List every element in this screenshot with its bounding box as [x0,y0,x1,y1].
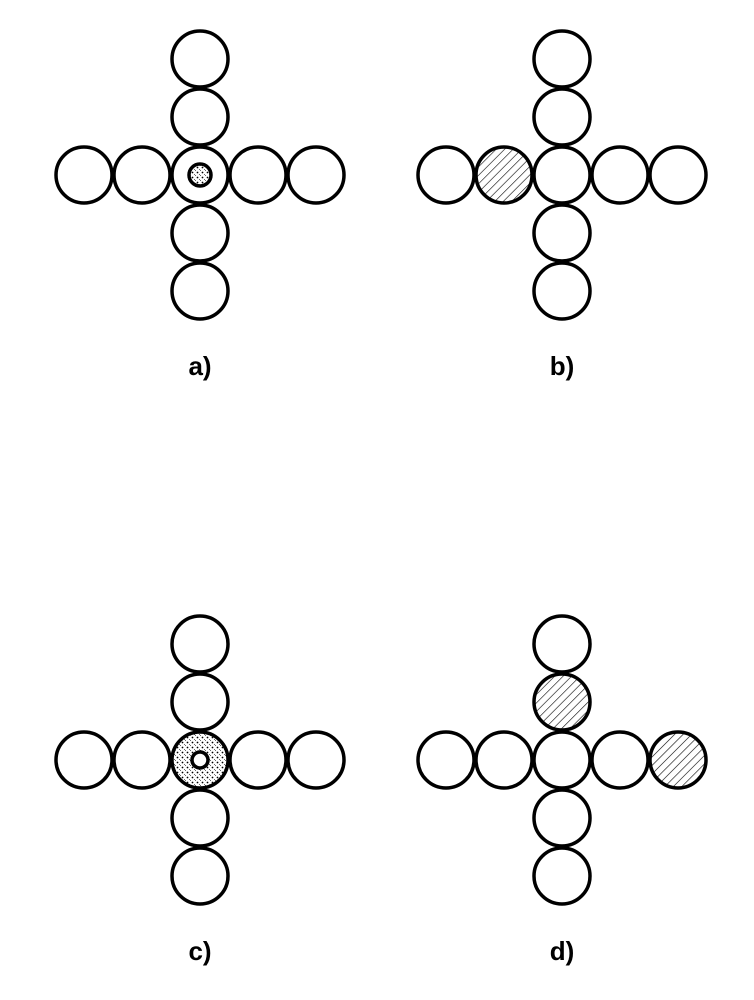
node-circle [172,790,228,846]
node-circle [288,732,344,788]
node-circle [56,732,112,788]
node-circle [172,205,228,261]
node-circle [592,732,648,788]
node-circle [172,263,228,319]
panel-label-c: c) [188,936,211,966]
node-circle [592,147,648,203]
panel-label-b: b) [550,351,575,381]
node-circle [172,89,228,145]
node-circle [230,147,286,203]
node-circle [230,732,286,788]
node-circle [189,164,211,186]
node-circle [534,790,590,846]
panel-label-d: d) [550,936,575,966]
node-circle [476,147,532,203]
node-circle [288,147,344,203]
node-circle [534,263,590,319]
node-circle [192,752,208,768]
node-circle [476,732,532,788]
node-circle [534,674,590,730]
node-circle [172,674,228,730]
node-circle [534,732,590,788]
node-circle [114,732,170,788]
node-circle [418,732,474,788]
node-circle [534,848,590,904]
node-circle [172,616,228,672]
node-circle [172,848,228,904]
panel-label-a: a) [188,351,211,381]
node-circle [534,205,590,261]
node-circle [534,89,590,145]
node-circle [114,147,170,203]
diagram-canvas: a) b) c) d) [0,0,754,1000]
node-circle [172,31,228,87]
node-circle [534,616,590,672]
node-circle [418,147,474,203]
node-circle [534,31,590,87]
node-circle [534,147,590,203]
node-circle [650,732,706,788]
node-circle [56,147,112,203]
node-circle [650,147,706,203]
